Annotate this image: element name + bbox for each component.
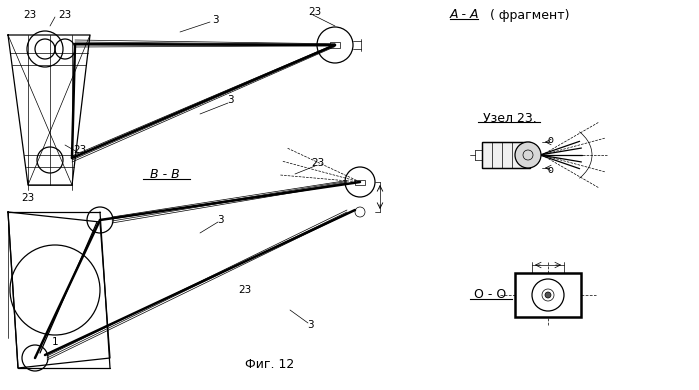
Text: 3: 3 bbox=[217, 215, 223, 225]
Text: 23: 23 bbox=[308, 7, 322, 17]
Bar bbox=[355, 180, 365, 185]
Bar bbox=[515, 273, 581, 317]
Text: Фиг. 12: Фиг. 12 bbox=[245, 358, 294, 372]
Bar bbox=[482, 142, 530, 168]
Circle shape bbox=[515, 142, 541, 168]
Text: 23: 23 bbox=[311, 158, 324, 168]
Text: 1: 1 bbox=[52, 337, 58, 347]
Circle shape bbox=[545, 292, 551, 298]
Text: О - О: О - О bbox=[474, 289, 506, 301]
Text: о: о bbox=[547, 165, 553, 175]
Text: В - В: В - В bbox=[150, 168, 180, 181]
Text: 3: 3 bbox=[212, 15, 218, 25]
Text: 23: 23 bbox=[23, 10, 36, 20]
Text: ( фрагмент): ( фрагмент) bbox=[490, 9, 570, 21]
Bar bbox=[330, 42, 340, 48]
Text: 23: 23 bbox=[238, 285, 252, 295]
Bar bbox=[482, 142, 530, 168]
Text: 23: 23 bbox=[59, 10, 71, 20]
Text: 23: 23 bbox=[22, 193, 35, 203]
Text: о: о bbox=[547, 135, 553, 145]
Text: Узел 23.: Узел 23. bbox=[483, 112, 537, 124]
Text: 23: 23 bbox=[73, 145, 87, 155]
Text: 3: 3 bbox=[307, 320, 313, 330]
Text: 3: 3 bbox=[226, 95, 233, 105]
Text: А - А: А - А bbox=[450, 9, 480, 21]
